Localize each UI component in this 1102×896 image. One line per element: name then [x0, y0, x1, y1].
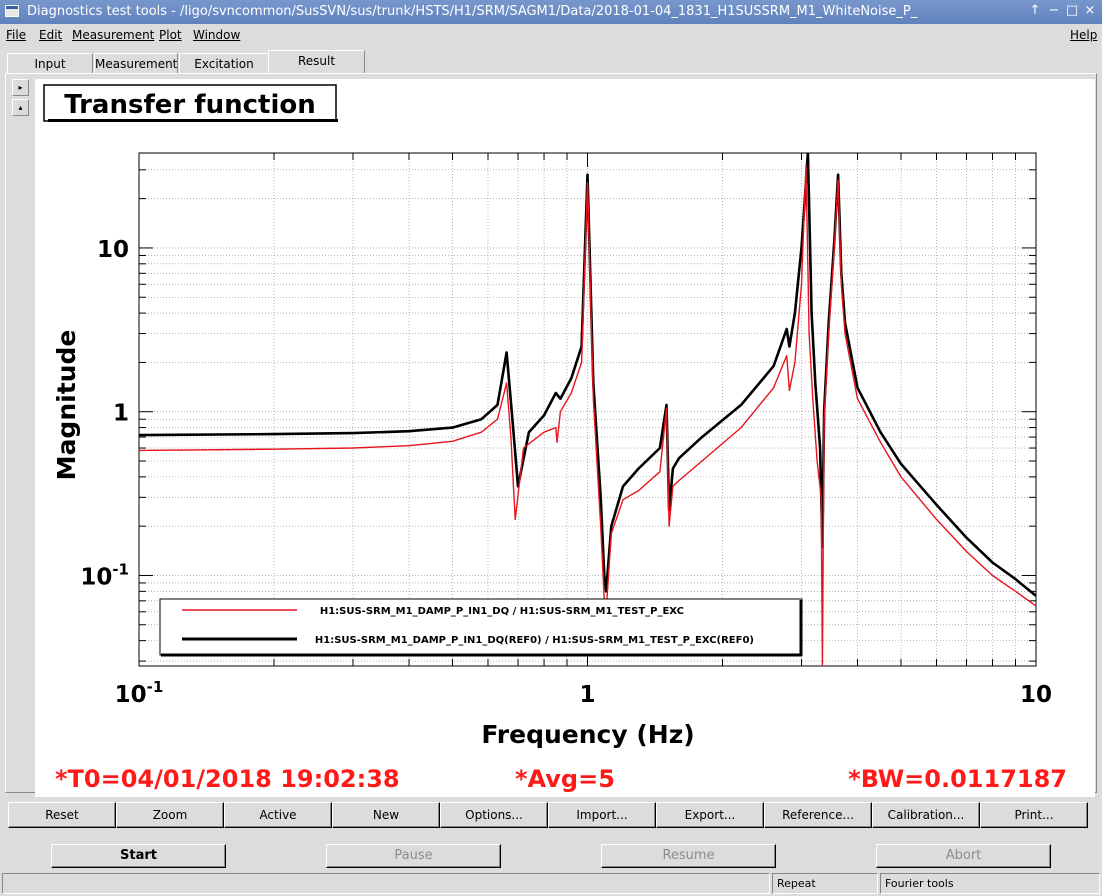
y-tick-label: 1 [113, 401, 129, 427]
panel-title: Transfer function [64, 90, 316, 120]
abort-button[interactable]: Abort [876, 844, 1051, 868]
tab-input[interactable]: Input [7, 53, 93, 73]
plot-panel[interactable]: Transfer function 10-1 1 10 10-1 1 10 Frequen… [35, 79, 1095, 797]
status-tool: Fourier tools [880, 873, 1100, 894]
menu-file-label: File [6, 28, 27, 42]
import-button[interactable]: Import... [548, 802, 656, 828]
active-button[interactable]: Active [224, 802, 332, 828]
t0-label: *T0=04/01/2018 19:02:38 [55, 765, 400, 793]
menu-bar: File Edit Measurement Plot Window Help [0, 24, 1102, 46]
menu-window[interactable]: Window [193, 28, 240, 42]
axis-ticks: 10-1 1 10 10-1 1 10 [80, 153, 1052, 708]
zoom-button[interactable]: Zoom [116, 802, 224, 828]
status-message [2, 873, 770, 894]
menu-edit-label: Edit [39, 28, 63, 42]
print-button[interactable]: Print... [980, 802, 1088, 828]
series-line-red [139, 164, 1036, 666]
tab-result[interactable]: Result [268, 50, 365, 73]
x-tick-label: 10-1 [115, 678, 164, 708]
legend: H1:SUS-SRM_M1_DAMP_P_IN1_DQ / H1:SUS-SRM… [159, 598, 803, 657]
legend-label-black: H1:SUS-SRM_M1_DAMP_P_IN1_DQ(REF0) / H1:S… [315, 635, 754, 646]
reset-button[interactable]: Reset [8, 802, 116, 828]
tab-measurement[interactable]: Measurement [94, 53, 178, 73]
status-bar: Repeat Fourier tools [0, 873, 1102, 896]
series-layer [139, 153, 1036, 666]
shade-up-icon[interactable]: ↑ [1029, 3, 1041, 18]
title-bar[interactable]: Diagnostics test tools - /ligo/svncommon… [0, 0, 1102, 24]
x-tick-label: 1 [579, 682, 595, 708]
expand-arrow-icon[interactable]: ▸ [12, 79, 29, 96]
bw-label: *BW=0.0117187 [848, 765, 1067, 793]
transfer-function-chart[interactable]: Transfer function 10-1 1 10 10-1 1 10 Frequen… [35, 79, 1095, 797]
menu-help[interactable]: Help [1070, 28, 1097, 42]
menu-file[interactable]: File [6, 28, 26, 42]
plot-button-row: Reset Zoom Active New Options... Import.… [8, 802, 1090, 828]
tab-bar: Input Measurement Excitation Result [0, 50, 1102, 74]
x-tick-label: 10 [1020, 682, 1052, 708]
options-button[interactable]: Options... [440, 802, 548, 828]
menu-edit[interactable]: Edit [39, 28, 62, 42]
menu-measurement-label: Measurement [72, 28, 155, 42]
maximize-icon[interactable]: □ [1065, 3, 1079, 18]
menu-plot[interactable]: Plot [159, 28, 182, 42]
avg-label: *Avg=5 [515, 765, 615, 793]
export-button[interactable]: Export... [656, 802, 764, 828]
plot-frame [138, 152, 1037, 667]
collapse-arrow-icon[interactable]: ▴ [12, 99, 29, 116]
resume-button[interactable]: Resume [601, 844, 776, 868]
series-line-black [139, 153, 1036, 597]
pause-button[interactable]: Pause [326, 844, 501, 868]
panel-title-shadow [48, 119, 338, 122]
new-button[interactable]: New [332, 802, 440, 828]
menu-plot-label: Plot [159, 28, 182, 42]
status-repeat: Repeat [772, 873, 878, 894]
legend-label-red: H1:SUS-SRM_M1_DAMP_P_IN1_DQ / H1:SUS-SRM… [320, 606, 684, 617]
y-tick-label: 10 [97, 237, 129, 263]
calibration-button[interactable]: Calibration... [872, 802, 980, 828]
y-tick-label: 10-1 [80, 560, 129, 590]
menu-window-label: Window [193, 28, 241, 42]
start-button[interactable]: Start [51, 844, 226, 868]
menu-measurement[interactable]: Measurement [72, 28, 154, 42]
x-axis-label: Frequency (Hz) [481, 720, 694, 749]
close-icon[interactable]: × [1084, 3, 1096, 18]
window-menu-icon[interactable] [5, 5, 19, 17]
window-title: Diagnostics test tools - /ligo/svncommon… [27, 4, 918, 19]
tab-excitation[interactable]: Excitation [179, 53, 269, 73]
reference-button[interactable]: Reference... [764, 802, 872, 828]
grid [138, 153, 1036, 666]
y-axis-label: Magnitude [52, 330, 81, 481]
minimize-icon[interactable]: − [1048, 3, 1060, 18]
menu-help-label: Help [1070, 28, 1098, 42]
